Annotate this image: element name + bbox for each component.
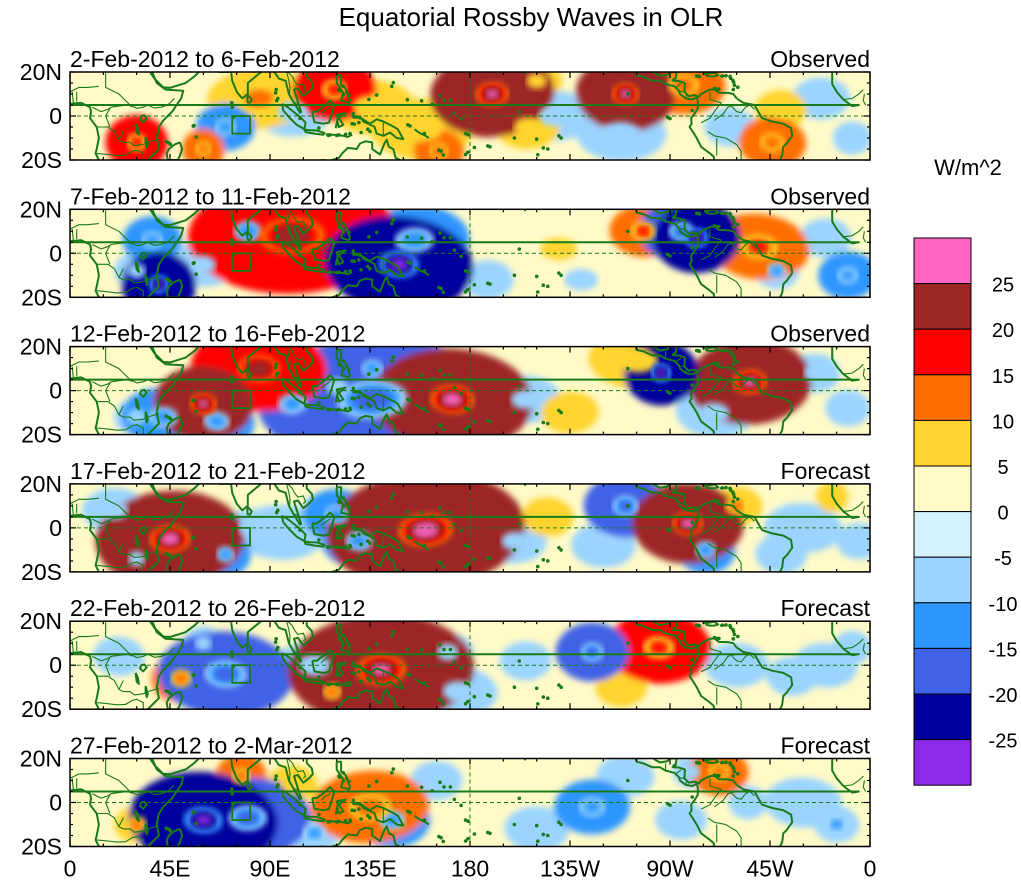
colorbar-swatch xyxy=(913,328,972,376)
panel-ticks xyxy=(69,620,871,710)
country-borders xyxy=(70,621,867,710)
colorbar-swatches xyxy=(913,237,972,786)
country-borders xyxy=(70,483,867,572)
panel-status: Forecast xyxy=(781,595,871,621)
panel-ticks xyxy=(69,71,871,161)
country-borders xyxy=(70,758,867,847)
lat-tick-label: 20N xyxy=(20,746,62,772)
lon-tick-label: 45W xyxy=(746,856,794,882)
colorbar-label: -25 xyxy=(989,731,1018,753)
colorbar-swatch xyxy=(913,465,972,513)
panel-status: Observed xyxy=(770,183,870,209)
colorbar-swatch xyxy=(913,374,972,421)
lat-tick-label: 20S xyxy=(21,147,62,173)
island-markers xyxy=(164,623,740,710)
lon-tick-label: 135W xyxy=(540,856,600,882)
figure-title: Equatorial Rossby Waves in OLR xyxy=(339,2,724,32)
panel-date-range: 12-Feb-2012 to 16-Feb-2012 xyxy=(70,321,365,347)
colorbar-swatch xyxy=(913,511,972,558)
colorbar-label: 10 xyxy=(992,411,1014,433)
longitude-axis: 0 45E 90E 135E 180 135W 90W 45W 0 xyxy=(64,856,877,882)
panel-ticks xyxy=(69,483,871,573)
lat-tick-label: 0 xyxy=(49,515,62,541)
panel-date-range: 7-Feb-2012 to 11-Feb-2012 xyxy=(70,183,351,209)
lon-tick-label: 180 xyxy=(451,856,489,882)
lon-tick-label: 0 xyxy=(64,856,77,882)
island-markers xyxy=(164,211,740,298)
colorbar-swatch xyxy=(913,419,972,467)
panel: 12-Feb-2012 to 16-Feb-2012 Observed 20N 0 20… xyxy=(20,321,871,448)
colorbar-label: 15 xyxy=(992,366,1014,388)
lat-tick-label: 0 xyxy=(49,103,62,129)
country-borders xyxy=(70,209,867,298)
country-borders xyxy=(70,346,867,435)
colorbar-swatch xyxy=(913,647,972,695)
panel: 2-Feb-2012 to 6-Feb-2012 Observed 20N 0 20S xyxy=(20,46,871,173)
colorbar-label: -15 xyxy=(989,639,1018,661)
colorbar: W/m^2 25 20 15 10 5 0 -5 -10 -15 -20 -25 xyxy=(913,155,1018,786)
lat-tick-label: 20S xyxy=(21,834,62,860)
colorbar-label: 5 xyxy=(997,457,1008,479)
lon-tick-label: 0 xyxy=(864,856,877,882)
lat-tick-label: 20S xyxy=(21,696,62,722)
lon-tick-label: 90W xyxy=(646,856,694,882)
panel-date-range: 22-Feb-2012 to 26-Feb-2012 xyxy=(70,595,365,621)
lat-tick-label: 0 xyxy=(49,378,62,404)
lat-tick-label: 0 xyxy=(49,790,62,816)
lat-tick-label: 20N xyxy=(20,471,62,497)
panel-status: Forecast xyxy=(781,458,871,484)
lat-tick-label: 0 xyxy=(49,240,62,266)
panel-ticks xyxy=(69,757,871,848)
colorbar-swatch xyxy=(913,602,972,649)
colorbar-labels: 25 20 15 10 5 0 -5 -10 -15 -20 -25 xyxy=(989,275,1018,753)
colorbar-swatch xyxy=(913,237,972,285)
lat-tick-label: 20N xyxy=(20,334,62,360)
lat-tick-label: 20N xyxy=(20,59,62,85)
colorbar-swatch xyxy=(913,283,972,330)
lat-tick-label: 20N xyxy=(20,608,62,634)
colorbar-swatch xyxy=(913,739,972,786)
colorbar-swatch xyxy=(913,693,972,741)
coastlines xyxy=(70,72,860,160)
panel: 22-Feb-2012 to 26-Feb-2012 Forecast 20N 0 20… xyxy=(20,595,871,722)
panel-status: Forecast xyxy=(781,733,871,759)
panel-ticks xyxy=(69,208,871,298)
colorbar-label: -20 xyxy=(989,685,1018,707)
lon-tick-label: 135E xyxy=(343,856,397,882)
panel-ticks xyxy=(69,346,871,436)
colorbar-label: -5 xyxy=(994,548,1012,570)
lat-tick-label: 20S xyxy=(21,422,62,448)
colorbar-swatch xyxy=(913,556,972,604)
panel-date-range: 2-Feb-2012 to 6-Feb-2012 xyxy=(70,46,340,72)
panel-date-range: 27-Feb-2012 to 2-Mar-2012 xyxy=(70,733,353,759)
panel: 7-Feb-2012 to 11-Feb-2012 Observed 20N 0 20S xyxy=(20,183,871,310)
colorbar-unit: W/m^2 xyxy=(934,155,1002,180)
lon-tick-label: 45E xyxy=(150,856,191,882)
colorbar-label: -10 xyxy=(989,594,1018,616)
lat-tick-label: 0 xyxy=(49,652,62,678)
island-markers xyxy=(164,760,740,847)
panel: 27-Feb-2012 to 2-Mar-2012 Forecast 20N 0 20S xyxy=(20,733,871,860)
lat-tick-label: 20N xyxy=(20,196,62,222)
island-markers xyxy=(164,485,740,572)
lon-tick-label: 90E xyxy=(250,856,291,882)
panel: 17-Feb-2012 to 21-Feb-2012 Forecast 20N 0 20… xyxy=(20,458,871,585)
colorbar-label: 0 xyxy=(997,503,1008,525)
panel-status: Observed xyxy=(770,46,870,72)
colorbar-label: 25 xyxy=(992,275,1014,297)
panel-stack: 2-Feb-2012 to 6-Feb-2012 Observed20N020S7… xyxy=(20,46,871,860)
panel-date-range: 17-Feb-2012 to 21-Feb-2012 xyxy=(70,458,365,484)
lat-tick-label: 20S xyxy=(21,559,62,585)
lat-tick-label: 20S xyxy=(21,284,62,310)
panel-status: Observed xyxy=(770,321,870,347)
island-markers xyxy=(164,348,740,435)
colorbar-label: 20 xyxy=(992,320,1014,342)
